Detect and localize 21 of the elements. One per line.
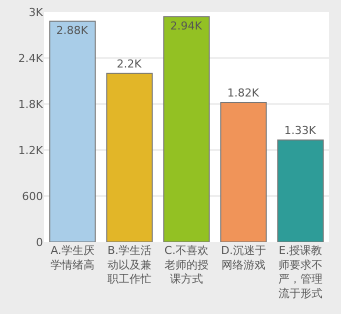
y-tick-label: 3K	[28, 6, 44, 19]
x-tick-label: E.授课教师要求不严，管理流于形式	[278, 244, 322, 300]
data-label: 2.88K	[56, 24, 89, 38]
y-tick-label: 1.8K	[18, 98, 44, 111]
y-tick-label: 1.2K	[18, 144, 44, 157]
y-tick-label: 600	[22, 190, 43, 203]
x-tick-label: C.不喜欢老师的授课方式	[164, 244, 209, 286]
bar	[277, 140, 324, 242]
bar	[163, 16, 210, 242]
data-label: 1.33K	[284, 124, 317, 138]
data-label: 2.94K	[170, 20, 203, 33]
bar	[220, 102, 267, 242]
y-tick-label: 0	[36, 236, 43, 249]
x-tick-label: A.学生厌学情绪高	[50, 244, 94, 272]
y-tick-label: 2.4K	[18, 52, 44, 65]
x-tick-label: B.学生活动以及兼职工作忙	[107, 244, 152, 286]
bar	[49, 20, 96, 242]
bar	[106, 72, 153, 242]
data-label: 1.82K	[227, 86, 260, 100]
x-tick-label: D.沉迷于网络游戏	[221, 244, 266, 272]
data-label: 2.2K	[116, 57, 142, 70]
